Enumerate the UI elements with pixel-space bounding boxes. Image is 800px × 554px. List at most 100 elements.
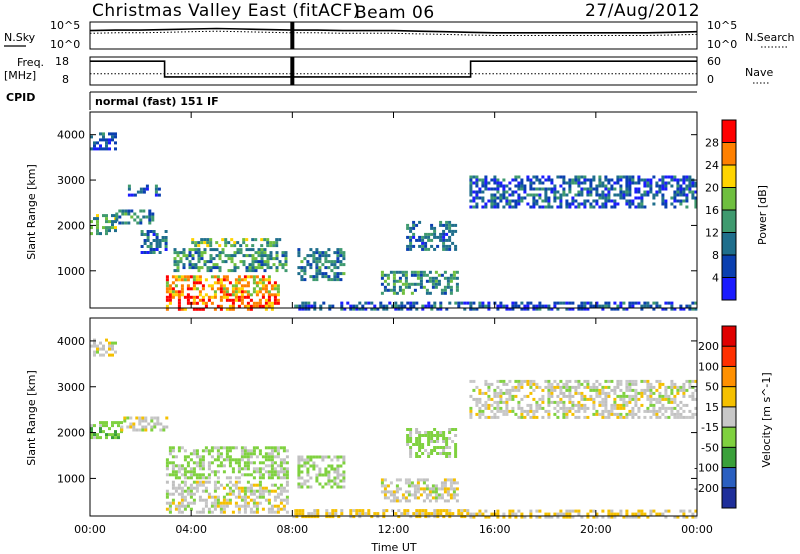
scatter-cell — [520, 307, 524, 311]
scatter-cell — [502, 400, 506, 404]
scatter-cell — [285, 476, 289, 480]
scatter-cell — [307, 512, 311, 516]
scatter-cell — [282, 504, 286, 508]
scatter-cell — [303, 266, 307, 270]
scatter-cell — [179, 251, 183, 255]
scatter-cell — [276, 492, 280, 496]
scatter-cell — [391, 509, 395, 513]
scatter-cell — [216, 495, 220, 499]
scatter-cell — [139, 218, 143, 222]
scatter-cell — [242, 238, 246, 242]
scatter-cell — [206, 241, 210, 245]
scatter-cell — [622, 515, 626, 519]
scatter-cell — [607, 391, 611, 395]
scatter-cell — [168, 501, 172, 505]
scatter-cell — [412, 220, 416, 224]
scatter-cell — [173, 257, 177, 261]
scatter-cell — [261, 476, 265, 480]
scatter-cell — [484, 184, 488, 188]
scatter-cell — [352, 515, 356, 519]
scatter-cell — [640, 193, 644, 197]
scatter-cell — [565, 509, 569, 513]
scatter-cell — [313, 512, 317, 516]
scatter-cell — [523, 190, 527, 194]
scatter-cell — [502, 178, 506, 182]
scatter-cell — [646, 394, 650, 398]
scatter-cell — [336, 467, 340, 471]
scatter-cell — [442, 241, 446, 245]
scatter-cell — [246, 501, 250, 505]
scatter-cell — [90, 135, 93, 139]
scatter-cell — [267, 281, 271, 285]
scatter-cell — [186, 501, 190, 505]
scatter-cell — [298, 304, 302, 308]
scatter-cell — [204, 449, 208, 453]
scatter-cell — [383, 493, 387, 497]
scatter-cell — [136, 215, 140, 219]
scatter-cell — [225, 293, 229, 297]
scatter-cell — [589, 304, 593, 308]
scatter-cell — [273, 446, 277, 450]
scatter-cell — [448, 235, 452, 239]
colorbar-frame — [721, 325, 737, 509]
scatter-cell — [502, 190, 506, 194]
scatter-cell — [484, 406, 488, 410]
scatter-cell — [550, 307, 554, 311]
scatter-cell — [499, 301, 503, 305]
scatter-cell — [610, 199, 614, 203]
scatter-cell — [559, 400, 563, 404]
scatter-cell — [622, 391, 626, 395]
scatter-cell — [111, 347, 114, 351]
scatter-cell — [230, 244, 234, 248]
scatter-cell — [315, 275, 319, 279]
scatter-cell — [392, 282, 396, 286]
scatter-cell — [484, 202, 488, 206]
scatter-cell — [457, 301, 461, 305]
scatter-cell — [661, 184, 665, 188]
scatter-cell — [685, 193, 689, 197]
scatter-cell — [652, 509, 656, 513]
scatter-cell — [245, 248, 249, 252]
scatter-cell — [625, 202, 629, 206]
scatter-cell — [192, 275, 196, 279]
scatter-cell — [577, 181, 581, 185]
scatter-cell — [219, 461, 223, 465]
scatter-cell — [448, 229, 452, 233]
scatter-cell — [409, 515, 413, 519]
scatter-cell — [442, 232, 446, 236]
scatter-cell — [490, 187, 494, 191]
scatter-cell — [565, 512, 569, 516]
scatter-cell — [108, 229, 111, 233]
scatter-cell — [484, 415, 488, 419]
scatter-cell — [105, 433, 108, 437]
scatter-cell — [673, 307, 677, 311]
scatter-cell — [487, 394, 491, 398]
scatter-cell — [99, 436, 102, 440]
scatter-cell — [386, 490, 390, 494]
scatter-cell — [514, 385, 518, 389]
scatter-cell — [158, 251, 162, 254]
scatter-cell — [535, 415, 539, 419]
scatter-cell — [192, 307, 196, 311]
scatter-cell — [279, 458, 283, 462]
scatter-cell — [102, 424, 105, 428]
scatter-cell — [213, 501, 217, 505]
scatter-cell — [526, 382, 530, 386]
scatter-cell — [446, 282, 450, 286]
scatter-cell — [383, 273, 387, 277]
scatter-cell — [622, 193, 626, 197]
scatter-cell — [269, 251, 273, 255]
scatter-cell — [108, 147, 111, 151]
scatter-cell — [643, 415, 647, 419]
scatter-cell — [658, 385, 662, 389]
scatter-cell — [428, 276, 432, 280]
scatter-cell — [649, 397, 653, 401]
scatter-cell — [255, 304, 259, 308]
scatter-cell — [171, 290, 175, 294]
scatter-cell — [224, 260, 228, 264]
scatter-cell — [559, 184, 563, 188]
scatter-cell — [186, 455, 190, 459]
scatter-cell — [102, 214, 105, 218]
scatter-cell — [568, 385, 572, 389]
scatter-cell — [526, 403, 530, 407]
